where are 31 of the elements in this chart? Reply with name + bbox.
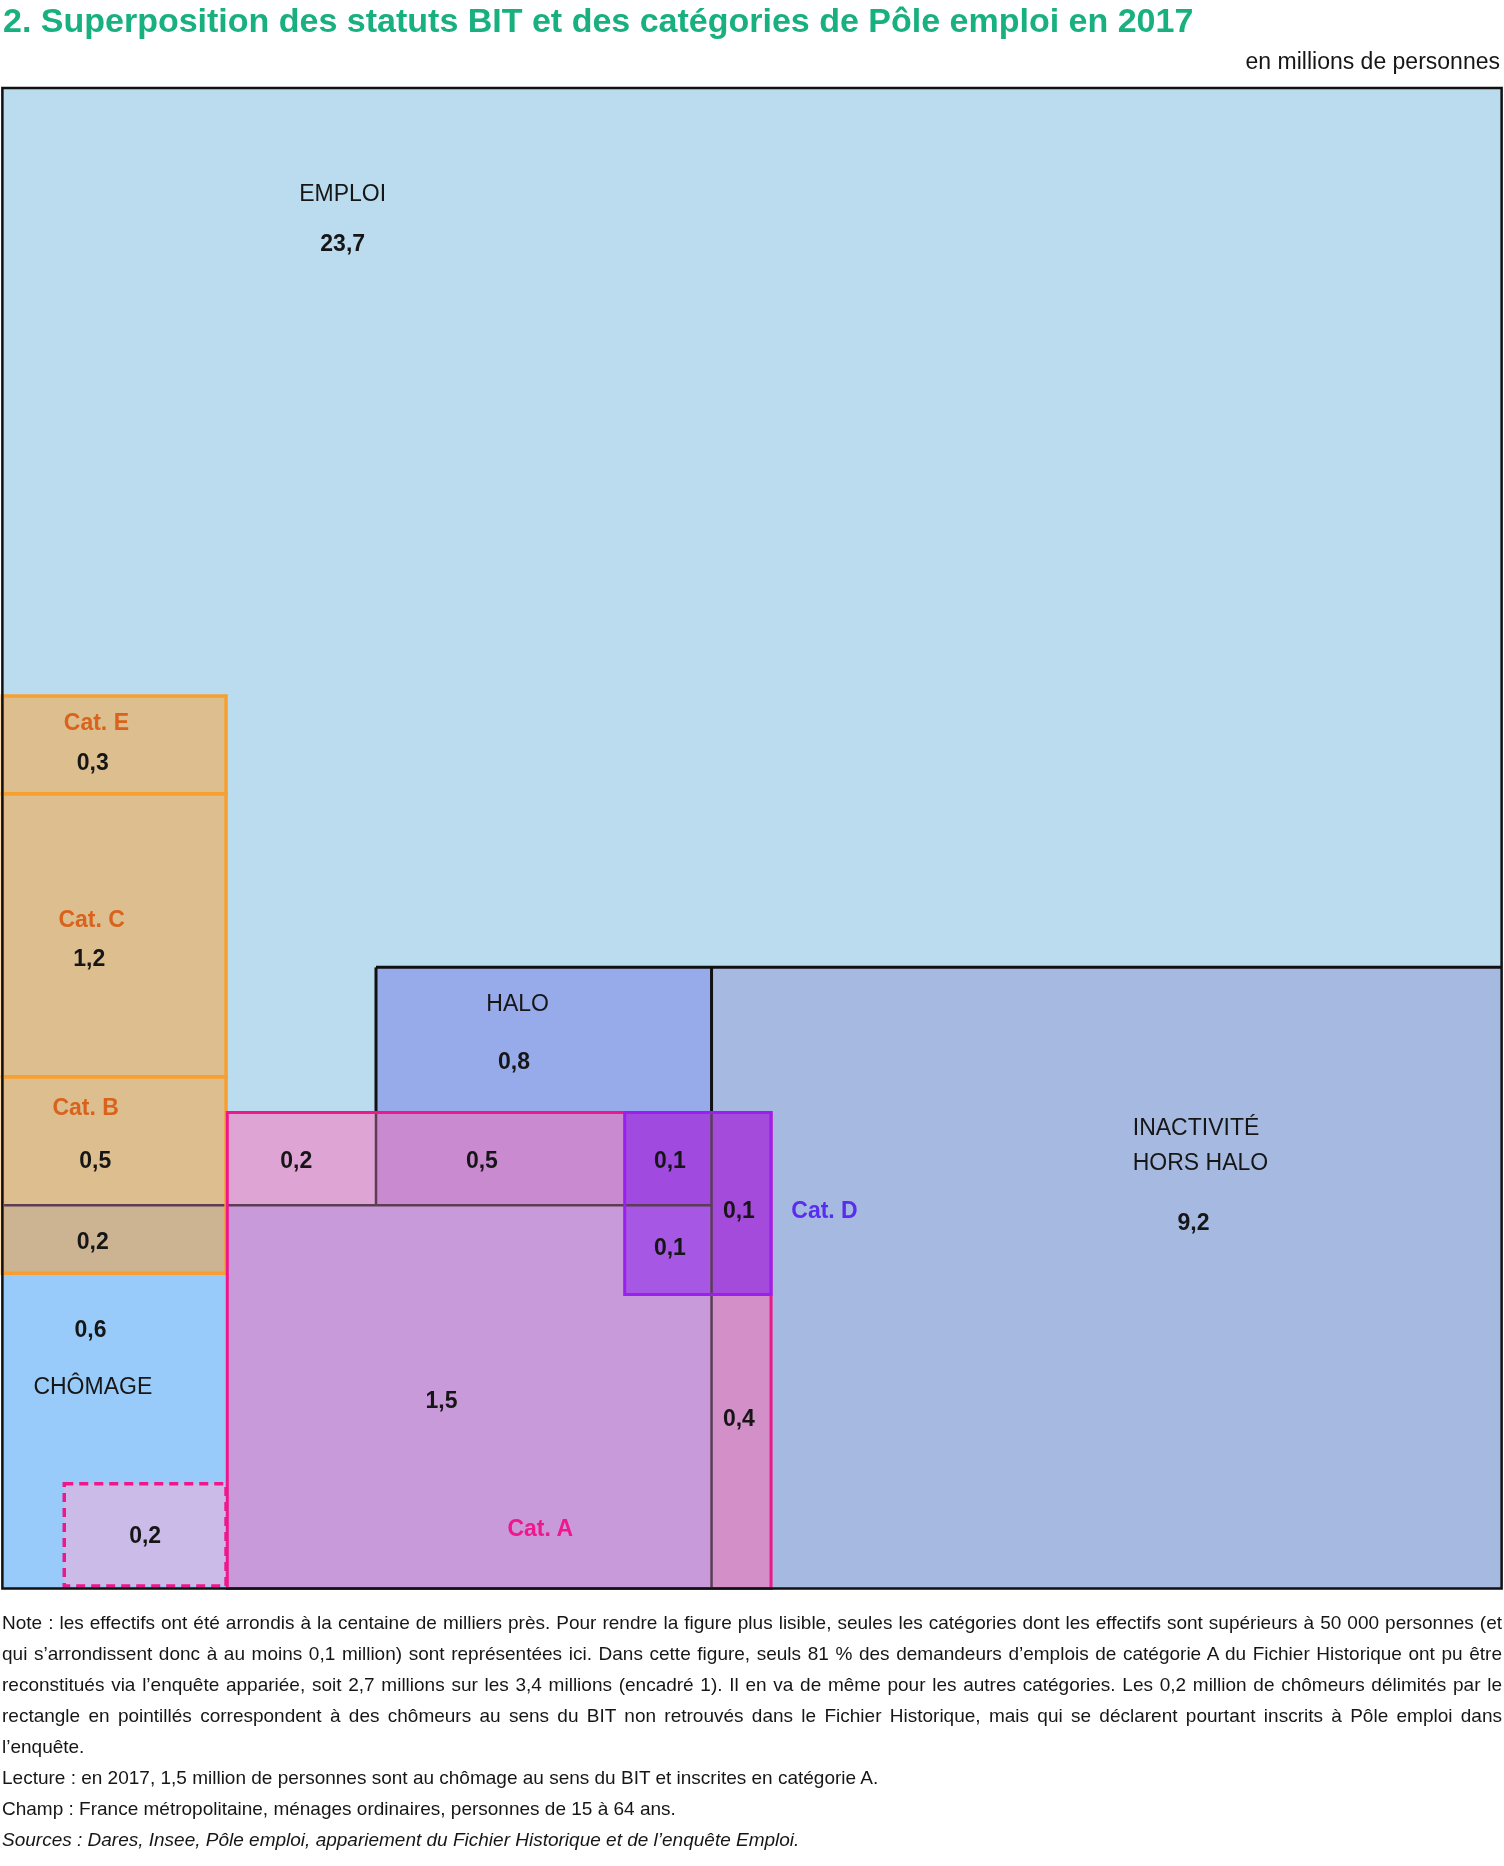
category-label: Cat. B xyxy=(52,1093,119,1120)
text: Cat. D xyxy=(791,1197,858,1224)
category-label: EMPLOI xyxy=(299,179,387,206)
text: Champ : France métropolitaine, ménages ordinaires, personnes de 15 à 64 ans. xyxy=(2,1797,677,1821)
category-label: Cat. A xyxy=(507,1514,574,1541)
data-label: 0,2 xyxy=(76,1228,109,1255)
category-label: HALO xyxy=(486,990,549,1017)
text: Note : les effectifs ont été arrondis à la centaine de milliers près. Pour rendre la figure plus lisible, seules les catégories dont les effectifs sont supérieurs à 50 000 personnes (et qui s’arrondissent donc à au moins 0,1 million) sont représentées ici. Dans cette figure, seuls 81 % des demandeurs d’emplois de catégorie A du Fichier Historique ont pu être reconstitués via l’enquête appariée, soit 2,7 millions sur les 3,4 millions (encadré 1). Il en va de même pour les autres catégories. Les 0,2 million de chômeurs délimités par le rectangle en pointillés correspondent à des chômeurs au sens du BIT non retrouvés dans le Fichier Historique, mais qui se déclarent pourtant inscrits à Pôle emploi dans l’enquête. xyxy=(2,1611,1502,1759)
data-label: 0,8 xyxy=(498,1048,531,1075)
data-label: 0,5 xyxy=(79,1147,112,1174)
category-label: CHÔMAGE xyxy=(33,1372,153,1400)
data-label: 9,2 xyxy=(1177,1209,1210,1235)
data-label: 0,1 xyxy=(722,1197,756,1224)
data-label: 0,3 xyxy=(76,748,109,775)
data-label: 0,2 xyxy=(280,1147,313,1174)
text: en millions de personnes xyxy=(1245,48,1500,74)
data-label: 0,2 xyxy=(129,1521,162,1548)
text: 2. Superposition des statuts BIT et des catégories de Pôle emploi en 2017 xyxy=(3,1,1194,39)
source-note: Sources : Dares, Insee, Pôle emploi, appariement du Fichier Historique et de l’enquête Emploi. xyxy=(2,1828,801,1852)
category-label: Cat. C xyxy=(58,905,125,932)
category-label: INACTIVITÉ HORS HALO xyxy=(1132,1114,1269,1176)
data-label: 23,7 xyxy=(320,229,366,256)
data-label: 1,5 xyxy=(425,1387,458,1414)
data-label: 0,5 xyxy=(465,1147,499,1174)
data-label: 0,1 xyxy=(653,1233,687,1260)
data-label: 1,2 xyxy=(73,944,106,971)
text: Lecture : en 2017, 1,5 million de personnes sont au chômage au sens du BIT et inscrites en catégorie A. xyxy=(2,1766,880,1790)
data-label: 0,1 xyxy=(653,1147,687,1174)
data-label: 0,6 xyxy=(74,1316,107,1343)
category-label: Cat. E xyxy=(63,709,129,736)
data-label: 0,4 xyxy=(722,1405,756,1432)
